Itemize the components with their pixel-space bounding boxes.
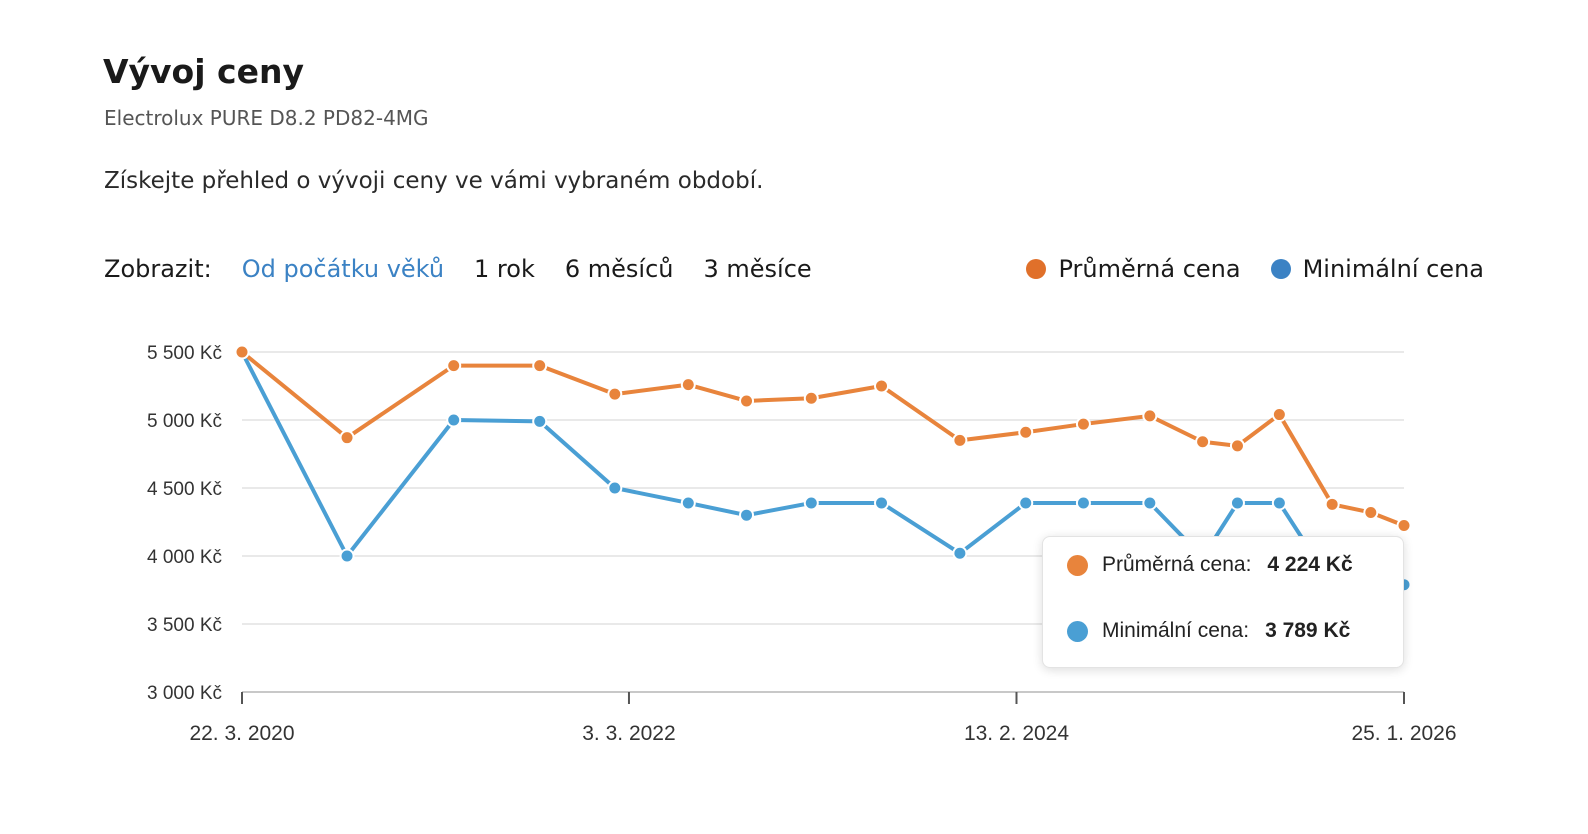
period-option-all[interactable]: Od počátku věků (241, 255, 445, 283)
data-point-min (1229, 495, 1245, 511)
tooltip-value-avg: 4 224 Kč (1267, 553, 1353, 576)
x-tick-label: 13. 2. 2024 (964, 722, 1069, 745)
data-point-avg (607, 386, 623, 402)
description: Získejte přehled o vývoji ceny ve vámi v… (104, 168, 764, 194)
x-tick-label: 25. 1. 2026 (1351, 722, 1456, 745)
data-point-avg (874, 378, 890, 394)
y-tick-label: 3 000 Kč (147, 683, 222, 704)
x-axis: 22. 3. 2020 3. 3. 2022 13. 2. 2024 25. 1. 2… (189, 692, 1457, 745)
legend-dot-avg (1026, 259, 1047, 279)
tooltip-label-avg: Průměrná cena: (1102, 553, 1252, 576)
tooltip-label-min: Minimální cena: (1102, 619, 1250, 642)
period-option-3m[interactable]: 3 měsíce (703, 255, 812, 283)
data-point-avg (1195, 434, 1211, 450)
data-point-avg (339, 430, 355, 446)
data-point-avg (1018, 424, 1034, 440)
data-point-avg (1142, 408, 1158, 424)
chart-tooltip: Průměrná cena: 4 224 Kč Minimální cena: … (1042, 536, 1404, 668)
legend-item-min[interactable]: Minimální cena (1270, 255, 1484, 283)
data-point-avg (680, 377, 696, 393)
data-point-min (1142, 495, 1158, 511)
period-option-1y[interactable]: 1 rok (474, 255, 535, 283)
x-tick-label: 22. 3. 2020 (189, 722, 294, 745)
legend-item-avg[interactable]: Průměrná cena (1026, 255, 1241, 283)
data-point-min (339, 548, 355, 564)
data-point-avg (1229, 438, 1245, 454)
legend-label-min: Minimální cena (1302, 255, 1484, 283)
data-point-avg (803, 390, 819, 406)
tooltip-dot-min (1067, 620, 1088, 642)
data-point-min (952, 545, 968, 561)
period-label: Zobrazit: (104, 255, 212, 283)
y-axis: 3 000 Kč 3 500 Kč 4 000 Kč 4 500 Kč 5 000 Kč… (147, 343, 222, 704)
data-point-min (1271, 495, 1287, 511)
tooltip-row-min: Minimální cena: 3 789 Kč (1067, 619, 1350, 643)
tooltip-dot-avg (1067, 554, 1088, 576)
data-point-min (1018, 495, 1034, 511)
data-point-avg (532, 358, 548, 374)
tooltip-row-avg: Průměrná cena: 4 224 Kč (1067, 553, 1353, 577)
data-point-avg (1363, 504, 1379, 520)
y-tick-label: 3 500 Kč (147, 615, 222, 636)
data-point-avg (1271, 407, 1287, 423)
data-point-min (803, 495, 819, 511)
legend-dot-min (1270, 259, 1291, 279)
x-tick-label: 3. 3. 2022 (582, 722, 675, 745)
period-selector: Zobrazit: Od počátku věků 1 rok 6 měsíců… (104, 255, 842, 283)
legend-label-avg: Průměrná cena (1058, 255, 1241, 283)
chart-points (234, 344, 1412, 593)
data-point-min (446, 412, 462, 428)
data-point-avg (1075, 416, 1091, 432)
data-point-min (739, 507, 755, 523)
tooltip-value-min: 3 789 Kč (1265, 619, 1351, 642)
data-point-avg (739, 393, 755, 409)
data-point-min (680, 495, 696, 511)
data-point-min (532, 413, 548, 429)
data-point-min (874, 495, 890, 511)
data-point-min (1075, 495, 1091, 511)
data-point-min (607, 480, 623, 496)
page-title: Vývoj ceny (103, 52, 304, 91)
data-point-avg (234, 344, 250, 360)
y-tick-label: 5 500 Kč (147, 343, 222, 364)
product-name: Electrolux PURE D8.2 PD82-4MG (104, 106, 429, 130)
y-tick-label: 4 500 Kč (147, 479, 222, 500)
period-option-6m[interactable]: 6 měsíců (564, 255, 674, 283)
data-point-avg (446, 358, 462, 374)
chart-grid (242, 351, 1404, 693)
data-point-avg (1324, 496, 1340, 512)
chart-legend: Průměrná cena Minimální cena (996, 255, 1484, 283)
data-point-avg (1396, 518, 1412, 534)
series-line-avg (240, 350, 1406, 528)
y-tick-label: 4 000 Kč (147, 547, 222, 568)
data-point-avg (952, 432, 968, 448)
y-tick-label: 5 000 Kč (147, 411, 222, 432)
